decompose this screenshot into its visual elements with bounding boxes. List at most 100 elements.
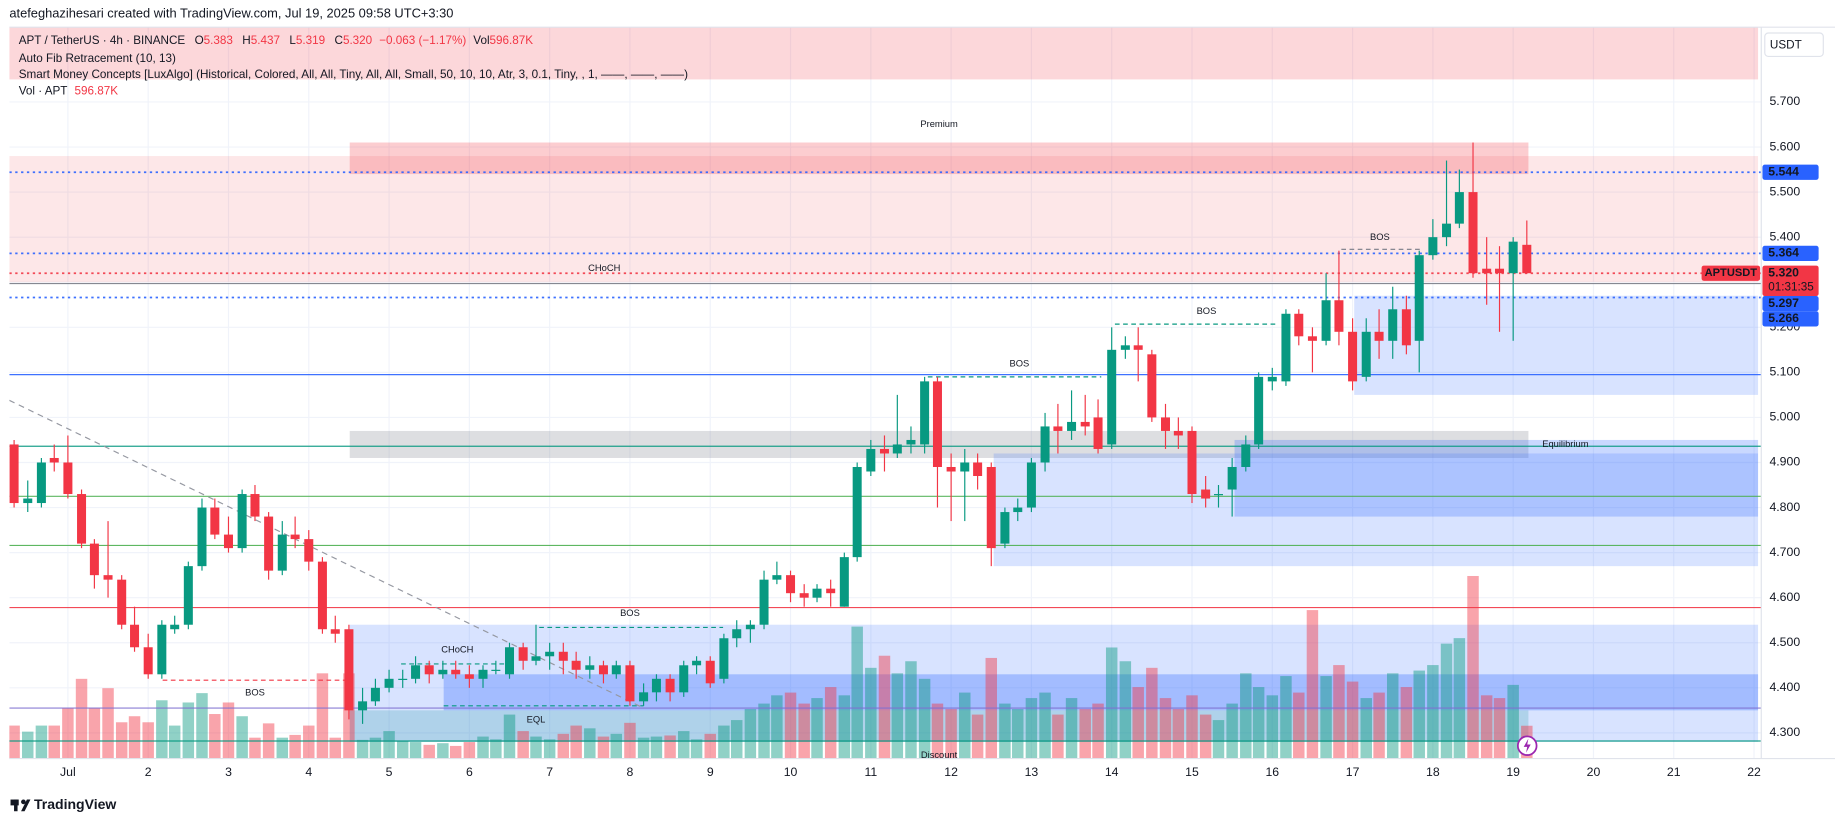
volume-bar <box>771 695 783 759</box>
candle-body <box>330 629 340 634</box>
candle-body <box>960 462 970 472</box>
alert-icon[interactable] <box>1516 735 1538 756</box>
symbol-tag: APTUSDT <box>1705 267 1758 279</box>
volume-bar <box>1440 643 1453 759</box>
candle-body <box>9 444 19 504</box>
y-tick-label: 5.700 <box>1769 94 1800 108</box>
volume-bar <box>289 734 301 759</box>
candle-body <box>197 507 207 567</box>
y-tick-label: 4.700 <box>1769 545 1800 559</box>
annotation: BOS <box>245 688 265 698</box>
candle-body <box>183 566 193 625</box>
volume-bar <box>249 737 261 759</box>
candle-body <box>344 629 354 711</box>
y-tick-label: 5.500 <box>1769 184 1800 198</box>
candle-body <box>826 588 836 594</box>
candle-body <box>290 534 300 540</box>
volume-bar <box>931 703 944 759</box>
candle-body <box>772 575 782 580</box>
candle-body <box>1254 376 1264 445</box>
volume-bar <box>650 736 663 759</box>
volume-bar <box>718 725 730 759</box>
symbol-tag-bg <box>1701 265 1761 281</box>
trendline <box>9 399 644 709</box>
y-tick-label: 5.600 <box>1769 139 1800 153</box>
ohlc-key: L <box>289 34 296 47</box>
candle-body <box>1133 345 1143 350</box>
candle-body <box>1053 426 1063 431</box>
volume-bar <box>222 702 235 759</box>
volume-bar <box>731 720 743 759</box>
candle-body <box>478 669 488 679</box>
volume-bar <box>1039 692 1051 759</box>
volume-bar <box>1306 610 1319 759</box>
candle-body <box>1307 336 1317 341</box>
volume-bar <box>865 667 877 759</box>
x-tick-label: 22 <box>1747 765 1761 779</box>
candle-body <box>558 651 568 661</box>
candle-body <box>1026 462 1036 508</box>
volume-bar <box>1333 665 1345 759</box>
volume-bar <box>1360 698 1372 759</box>
zone <box>349 142 1529 175</box>
volume-bar <box>704 733 716 759</box>
volume-bar <box>584 728 596 759</box>
candle-body <box>1241 444 1251 467</box>
change: −0.063 (−1.17%) <box>379 34 466 47</box>
volume-bar <box>1159 698 1172 759</box>
volume-bar <box>570 725 582 759</box>
volume-bar <box>1065 698 1078 759</box>
candle-body <box>424 665 434 675</box>
volume-bar <box>784 692 797 759</box>
currency: USDT <box>1770 38 1802 51</box>
watermark: atefeghazihesari created with TradingVie… <box>9 6 453 21</box>
volume-bar <box>22 731 34 759</box>
candle-body <box>879 448 889 454</box>
candle-body <box>1428 237 1438 256</box>
x-tick-label: 19 <box>1506 765 1520 779</box>
price-label: 5.266 <box>1768 311 1799 325</box>
annotation: Discount <box>921 750 958 760</box>
volume-bar <box>329 737 342 759</box>
candle-body <box>505 647 515 675</box>
volume-bar <box>530 736 542 759</box>
indicator-title: Smart Money Concepts [LuxAlgo] (Historic… <box>19 68 688 81</box>
y-tick-label: 5.100 <box>1769 365 1800 379</box>
volume-bar <box>758 703 770 759</box>
candle-body <box>518 647 528 661</box>
candle-body <box>63 462 73 495</box>
candle-body <box>906 439 916 445</box>
volume-bar <box>1346 681 1359 759</box>
ohlc-value: 5.320 <box>343 34 373 47</box>
candle-body <box>651 678 661 693</box>
candle-body <box>799 593 809 598</box>
candle-body <box>665 678 675 693</box>
candle-body <box>598 665 608 675</box>
logo <box>10 799 31 812</box>
volume-bar <box>396 740 409 759</box>
vol-key: Vol <box>473 34 489 47</box>
annotation: BOS <box>1370 232 1390 242</box>
candle-body <box>1348 331 1358 382</box>
candle-body <box>23 498 33 504</box>
annotation: Premium <box>920 119 958 129</box>
candle-body <box>1201 489 1211 499</box>
branding: TradingView <box>34 796 116 812</box>
candle-body <box>759 579 769 625</box>
candle-body <box>1160 417 1171 431</box>
volume-legend: Vol · APT 596.87K <box>19 85 118 98</box>
volume-bar <box>1453 638 1466 759</box>
candle-body <box>237 494 247 549</box>
candle-body <box>1080 421 1090 427</box>
x-tick-label: 2 <box>145 765 152 779</box>
candle-body <box>973 462 983 477</box>
zone <box>9 27 1759 80</box>
volume-bar <box>1467 575 1479 759</box>
volume-bar <box>409 742 422 759</box>
currency-box[interactable] <box>1764 32 1824 57</box>
y-tick-label: 4.900 <box>1769 455 1800 469</box>
candle-body <box>692 660 702 666</box>
annotation: EQL <box>527 715 546 725</box>
price-label-bg <box>1762 296 1819 312</box>
